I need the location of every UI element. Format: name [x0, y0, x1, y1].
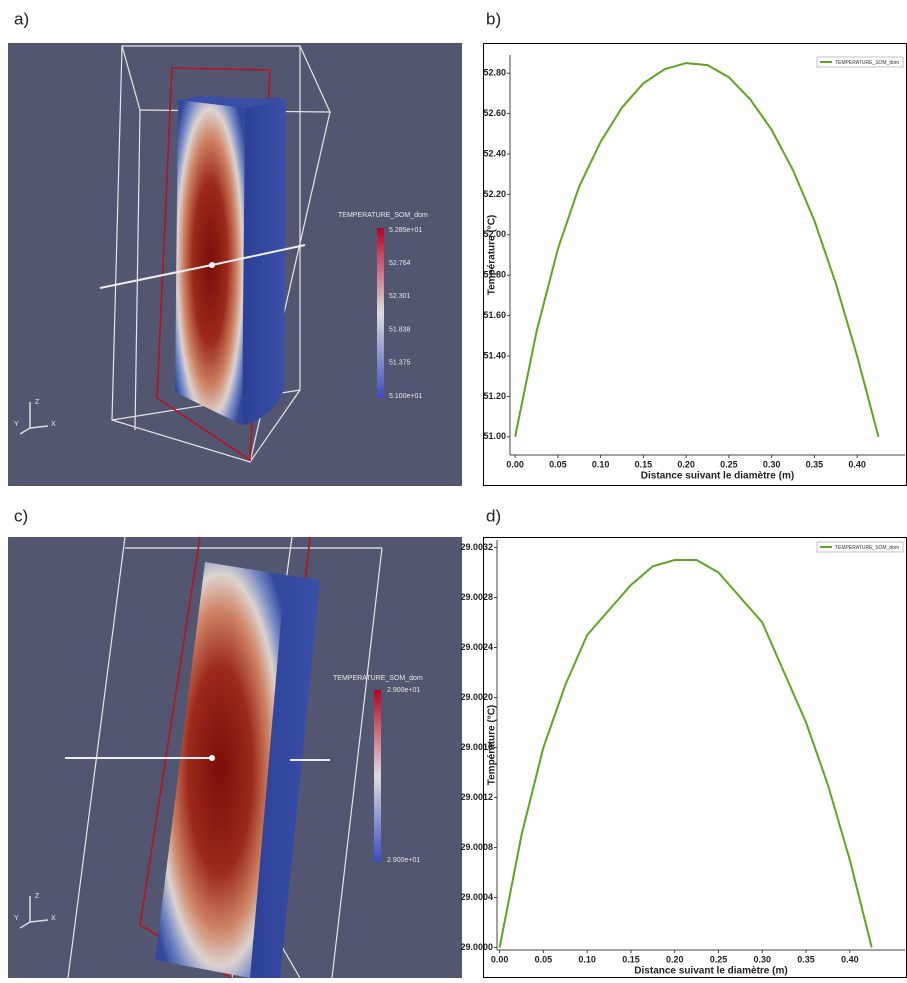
x-tick-label: 0.10 — [592, 459, 610, 469]
y-axis-title: Température (°C) — [487, 215, 498, 296]
x-tick-label: 0.05 — [535, 954, 553, 964]
x-axis-title: Distance suivant le diamètre (m) — [641, 471, 794, 482]
y-tick-label: 52.20 — [483, 189, 506, 199]
y-tick-label: 29.0004 — [460, 892, 493, 902]
chart-frame — [483, 537, 907, 978]
cylinder-slice — [155, 562, 285, 978]
colorbar-label: 52.301 — [389, 293, 411, 300]
panel-label: d) — [486, 506, 501, 525]
legend-box — [816, 541, 904, 553]
y-tick-label: 52.60 — [483, 108, 506, 118]
y-tick-label: 51.40 — [483, 350, 506, 360]
colorbar-label: 5.285e+01 — [389, 227, 422, 234]
x-tick-label: 0.40 — [841, 954, 859, 964]
line-chart: 51.00 51.20 51.40 51.60 51.80 52.00 52.20 52.40… — [483, 43, 907, 486]
probe-point — [209, 755, 215, 761]
y-tick-label: 51.00 — [483, 431, 506, 441]
axis-label: Y — [14, 421, 19, 428]
y-tick-label: 52.00 — [483, 229, 506, 239]
colorbar-label: 5.100e+01 — [389, 393, 422, 400]
colorbar-labels: 2.900e+01 2.900e+01 — [387, 687, 420, 864]
colorbar — [374, 690, 381, 862]
axis-label: X — [51, 421, 56, 428]
probe-line — [65, 757, 330, 761]
colorbar-title: TEMPERATURE_SOM_dom — [338, 212, 428, 219]
y-tick-label: 29.0012 — [460, 792, 493, 802]
legend-label: TEMPERATURE_SOM_dom — [835, 545, 899, 551]
x-tick-label: 0.15 — [635, 459, 653, 469]
axis-label: Z — [35, 399, 40, 406]
panel-label: b) — [486, 9, 501, 28]
axes-triad — [19, 402, 49, 435]
x-tick-label: 0.00 — [491, 954, 509, 964]
y-tick-label: 29.0028 — [460, 592, 493, 602]
y-tick-label: 51.60 — [483, 310, 506, 320]
bounding-box — [111, 45, 331, 463]
slice-plane — [156, 67, 271, 462]
panel-label: c) — [14, 506, 28, 525]
data-line — [514, 62, 880, 438]
x-tick-label: 0.35 — [806, 459, 824, 469]
y-tick-label: 52.40 — [483, 148, 506, 158]
y-tick-label: 29.0024 — [460, 642, 493, 652]
cylinder-slice — [175, 100, 245, 425]
legend-label: TEMPERATURE_SOM_dom — [835, 60, 899, 66]
y-tick-label: 51.20 — [483, 391, 506, 401]
chart-frame — [483, 43, 907, 486]
x-tick-label: 0.00 — [506, 459, 524, 469]
axis-label: Y — [14, 915, 19, 922]
axis-label: Z — [35, 893, 40, 900]
colorbar — [377, 228, 384, 398]
x-tick-label: 0.05 — [549, 459, 567, 469]
line-chart: 29.0000 29.0004 29.0008 29.0012 29.0016 29.00… — [460, 537, 907, 978]
x-tick-label: 0.30 — [754, 954, 772, 964]
cylinder-side — [245, 575, 320, 978]
render-a: TEMPERATURE_SOM_dom 5.285e+01 52.764 52.30… — [8, 43, 462, 486]
cylinder-side — [242, 97, 286, 425]
y-tick-label: 29.0032 — [460, 542, 493, 552]
y-tick-label: 29.0000 — [460, 942, 493, 952]
colorbar-label: 51.375 — [389, 360, 411, 367]
axis-label: X — [51, 915, 56, 922]
y-tick-label: 29.0016 — [460, 742, 493, 752]
axes-triad — [19, 896, 49, 929]
y-tick-label: 29.0008 — [460, 842, 493, 852]
panel-label: a) — [14, 9, 29, 28]
colorbar-label: 52.764 — [389, 260, 411, 267]
x-tick-label: 0.30 — [763, 459, 781, 469]
x-tick-label: 0.20 — [666, 954, 684, 964]
colorbar-title: TEMPERATURE_SOM_dom — [333, 675, 423, 682]
cylinder-top — [178, 96, 286, 108]
render-c: TEMPERATURE_SOM_dom 2.900e+01 2.900e+01 Z… — [8, 536, 462, 979]
x-axis-title: Distance suivant le diamètre (m) — [634, 966, 787, 977]
y-tick-label: 51.80 — [483, 270, 506, 280]
y-axis-title: Température (°C) — [487, 705, 498, 786]
x-tick-label: 0.25 — [710, 954, 728, 964]
x-tick-label: 0.25 — [720, 459, 738, 469]
x-tick-label: 0.20 — [677, 459, 695, 469]
colorbar-label: 2.900e+01 — [387, 857, 420, 864]
x-tick-label: 0.35 — [797, 954, 815, 964]
colorbar-label: 51.838 — [389, 326, 411, 333]
colorbar-labels: 5.285e+01 52.764 52.301 51.838 51.375 5.100e+… — [389, 227, 422, 400]
x-tick-label: 0.15 — [622, 954, 640, 964]
x-tick-label: 0.10 — [578, 954, 596, 964]
colorbar-label: 2.900e+01 — [387, 687, 420, 694]
y-tick-label: 29.0020 — [460, 692, 493, 702]
probe-point — [209, 262, 215, 268]
y-tick-label: 52.80 — [483, 68, 506, 78]
x-tick-label: 0.40 — [848, 459, 866, 469]
legend-box — [816, 56, 904, 68]
data-line — [498, 559, 873, 948]
